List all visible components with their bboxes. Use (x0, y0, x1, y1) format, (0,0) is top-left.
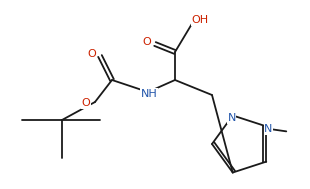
Text: OH: OH (192, 15, 209, 25)
Text: O: O (82, 98, 91, 108)
Text: N: N (264, 124, 272, 134)
Text: N: N (228, 113, 236, 123)
Text: O: O (88, 49, 96, 59)
Text: O: O (143, 37, 151, 47)
Text: NH: NH (141, 89, 157, 99)
